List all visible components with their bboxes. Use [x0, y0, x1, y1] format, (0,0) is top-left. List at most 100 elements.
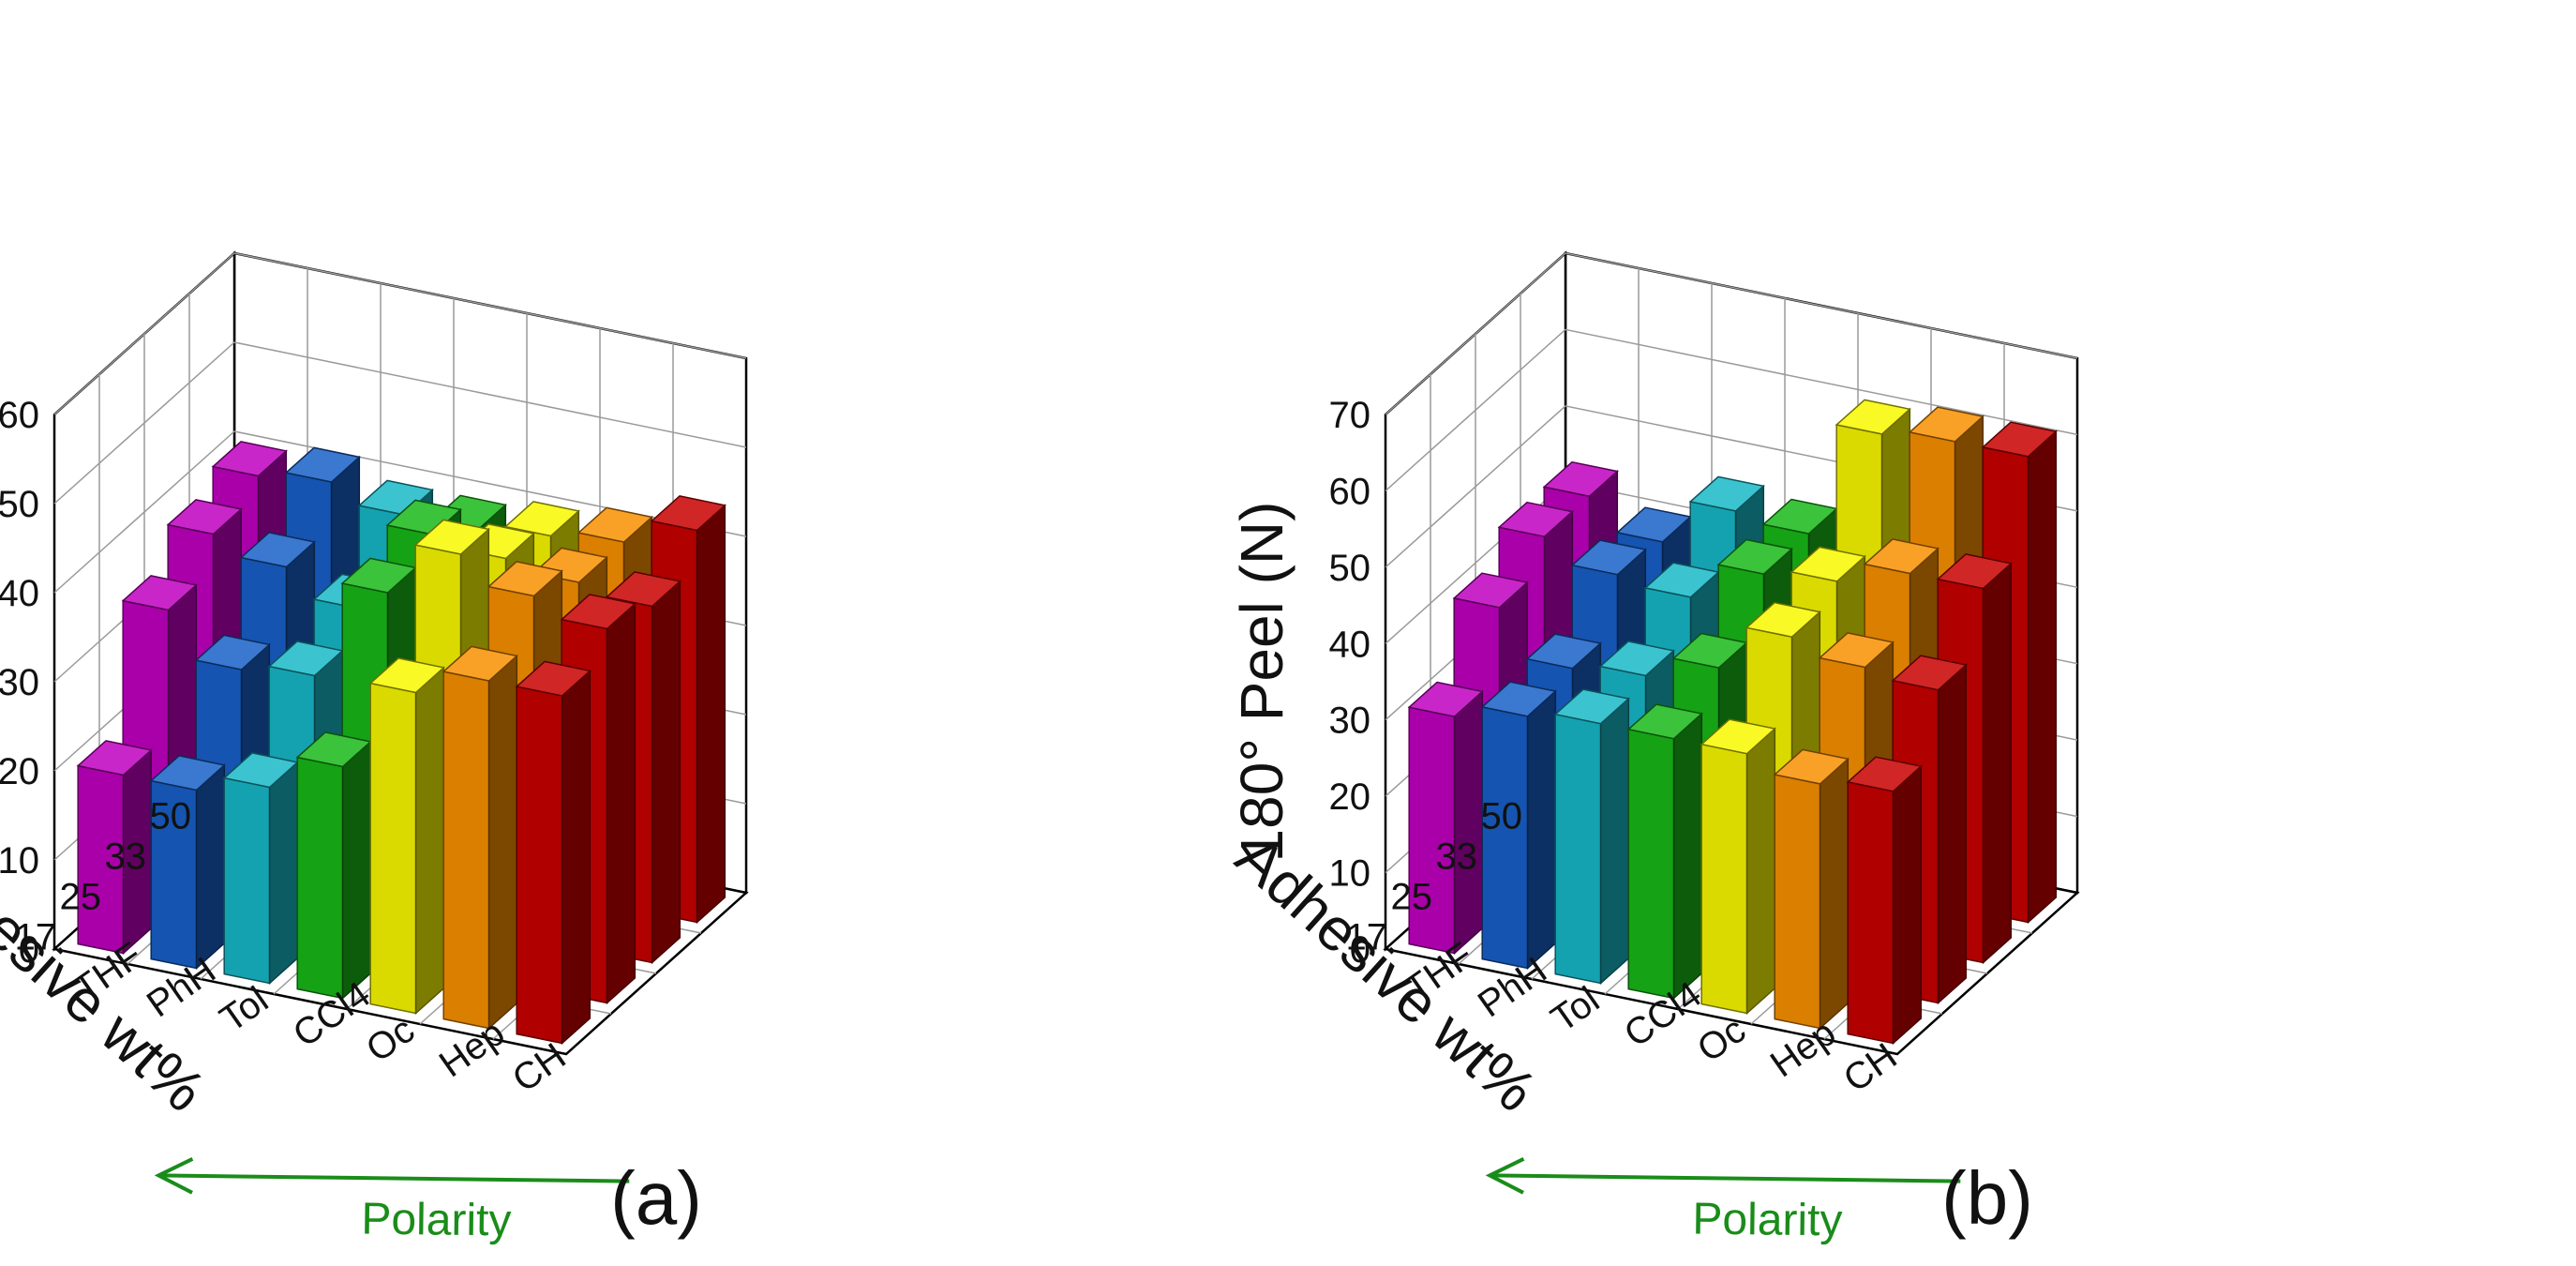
bar-top-face: [1846, 756, 1923, 792]
y-tick-label: 60: [1329, 471, 1371, 512]
bar-top-face: [515, 660, 592, 697]
bar-top-face: [1981, 421, 2058, 458]
y-tick-label: 70: [1329, 395, 1371, 436]
y-gridline: [53, 430, 747, 594]
bar-front-face: [1847, 780, 1895, 1045]
polarity-label: Polarity: [361, 1195, 512, 1246]
bar-CH-17: [1846, 756, 1923, 1046]
bar-top-face: [1525, 633, 1602, 670]
bar-front-face: [1700, 743, 1748, 1015]
y-gridline: [1385, 328, 2078, 491]
bar-top-face: [1818, 632, 1895, 669]
y-tick-label: 30: [1329, 701, 1371, 742]
y-tick-label: 40: [1329, 624, 1371, 665]
bar-top-face: [295, 731, 372, 768]
y-gridline: [53, 341, 747, 505]
bar-top-face: [1773, 748, 1850, 785]
bar-front-face: [223, 776, 271, 985]
bar-front-face: [516, 686, 563, 1045]
y-gridline: [53, 252, 747, 415]
bar-top-face: [1452, 572, 1529, 609]
bar-top-face: [1480, 681, 1557, 717]
bar-top-face: [1891, 655, 1968, 691]
bar-side-face: [487, 654, 518, 1031]
bar-top-face: [1908, 406, 1984, 443]
bar-top-face: [368, 657, 445, 694]
bar-top-face: [1671, 632, 1748, 669]
bar-front-face: [369, 682, 417, 1015]
bar-top-face: [1407, 681, 1484, 717]
bars: [76, 441, 726, 1046]
bar-top-face: [284, 446, 361, 483]
bar-top-face: [1863, 538, 1939, 575]
y-tick-label: 40: [0, 573, 39, 614]
bar-front-face: [1627, 728, 1675, 1000]
wt-tick-label: 33: [1436, 836, 1478, 878]
bar-Oc-17: [1700, 718, 1776, 1016]
bar-top-face: [1570, 539, 1647, 576]
bar-front-face: [1774, 774, 1821, 1030]
bar-side-face: [1745, 727, 1776, 1016]
bar-side-face: [651, 580, 681, 965]
bar-side-face: [268, 761, 299, 986]
bar-top-face: [166, 499, 243, 535]
bars: [1407, 399, 2058, 1046]
bar-side-face: [2027, 430, 2058, 925]
bar-top-face: [1542, 460, 1619, 498]
wt-tick-label: 33: [105, 836, 147, 878]
bar-top-face: [340, 557, 417, 594]
polarity-annotation: Polarity: [154, 1157, 630, 1246]
wt-tick-label: 17: [1346, 917, 1388, 958]
y-axis-title: 180° Peel (N): [1228, 502, 1295, 863]
polarity-arrow-line: [1490, 1173, 1961, 1183]
bar-side-face: [1819, 757, 1850, 1031]
panel-label: (b): [1941, 1156, 2033, 1240]
bar-Hep-17: [442, 645, 518, 1031]
bar-CCl4-17: [1626, 703, 1703, 1001]
y-tick-label: 20: [0, 751, 39, 792]
bar-side-face: [414, 666, 445, 1016]
bar-top-face: [560, 594, 637, 630]
polarity-label: Polarity: [1692, 1195, 1843, 1246]
y-tick-labels: 0 10 20 30 40 50 60 70: [1329, 395, 1371, 971]
bar-Tol-17: [222, 752, 299, 986]
bar-Oc-17: [368, 657, 445, 1016]
y-tick-label: 50: [0, 484, 39, 525]
bar-top-face: [1553, 688, 1630, 725]
polarity-annotation: Polarity: [1485, 1157, 1961, 1246]
bar-top-face: [503, 501, 580, 537]
bar-THF-17: [76, 740, 153, 956]
bar-top-face: [1643, 562, 1720, 598]
bar-top-face: [442, 645, 518, 682]
bar-side-face: [341, 740, 372, 1001]
bar-PhH-17: [1480, 681, 1557, 971]
wt-tick-label: 25: [1391, 877, 1433, 918]
bar-top-face: [222, 752, 299, 789]
y-tick-labels: 0 10 20 30 40 50 60: [0, 395, 39, 971]
bar-side-face: [1892, 764, 1923, 1046]
bar-front-face: [296, 756, 344, 1000]
bar-CH-17: [515, 660, 592, 1046]
bar-side-face: [1526, 689, 1557, 971]
bar-side-face: [1982, 562, 2013, 965]
bar-top-face: [605, 571, 681, 608]
bar-top-face: [211, 441, 288, 477]
bar-side-face: [1937, 663, 1968, 1005]
y-tick-label: 0: [19, 929, 39, 971]
y-tick-label: 30: [0, 662, 39, 703]
bar-side-face: [1672, 712, 1703, 1001]
bar-top-face: [1716, 538, 1793, 575]
wt-tick-label: 17: [15, 917, 57, 958]
bar-front-face: [1481, 705, 1529, 970]
wt-tick-label: 50: [150, 796, 192, 837]
bar-top-face: [1626, 703, 1703, 740]
bar-top-face: [267, 641, 344, 677]
bar-top-face: [1615, 506, 1692, 543]
bar-side-face: [561, 669, 592, 1046]
bar-side-face: [696, 504, 726, 925]
bar-Tol-17: [1553, 688, 1630, 986]
